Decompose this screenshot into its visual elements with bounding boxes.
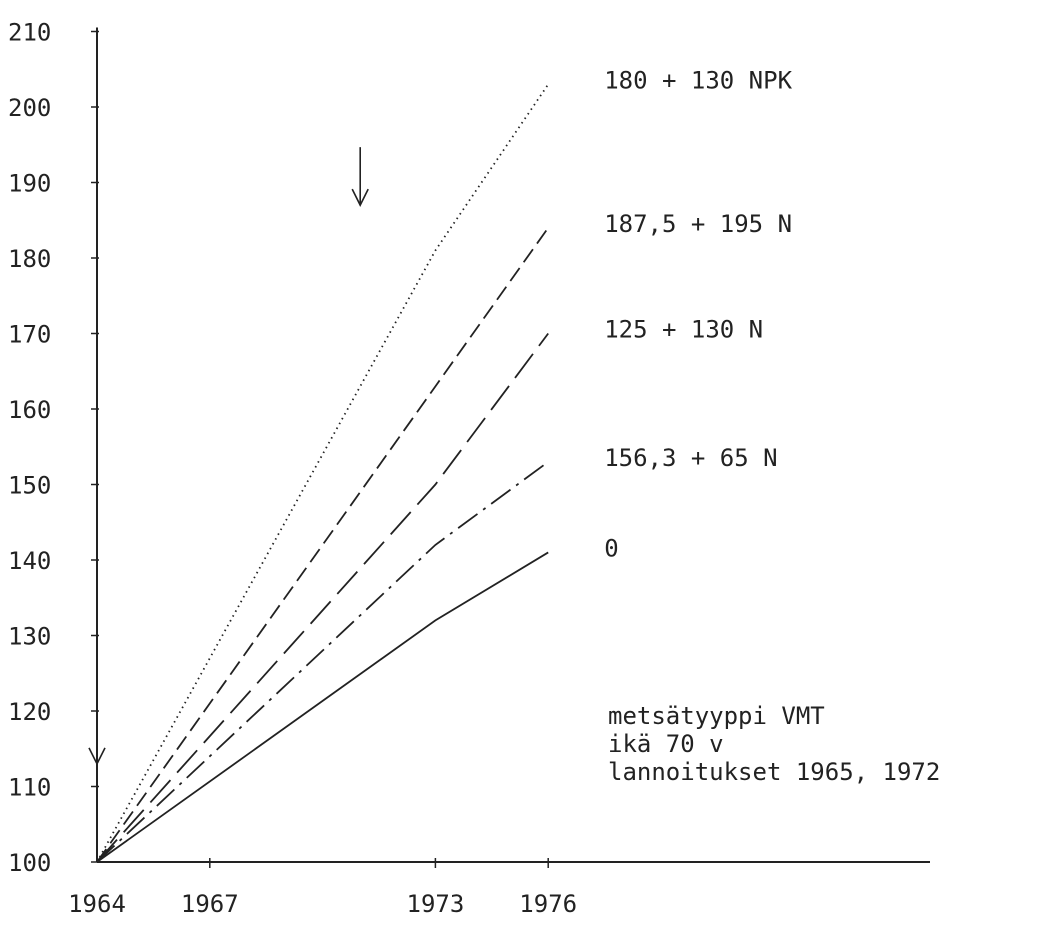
- axes: [96, 27, 930, 863]
- down-arrow-icon: [351, 147, 369, 207]
- fertilization-arrows: [88, 147, 369, 766]
- y-tick-label: 210: [8, 19, 51, 47]
- x-axis-ticks: 1964 1967 1973 1976: [68, 858, 577, 918]
- y-tick-label: 190: [8, 170, 51, 198]
- chart-note-line: lannoitukset 1965, 1972: [608, 758, 940, 786]
- series-label-3: 156,3 + 65 N: [604, 444, 777, 472]
- y-tick-label: 170: [8, 321, 51, 349]
- y-tick-label: 140: [8, 547, 51, 575]
- x-tick-label: 1964: [68, 890, 126, 918]
- series-line-1: [96, 227, 549, 863]
- y-tick-label: 110: [8, 774, 51, 802]
- series-line-3: [96, 461, 549, 863]
- y-tick-label: 150: [8, 472, 51, 500]
- series-label-2: 125 + 130 N: [604, 316, 763, 344]
- series-label-0: 180 + 130 NPK: [604, 66, 792, 94]
- y-tick-label: 130: [8, 623, 51, 651]
- series-line-0: [96, 83, 549, 863]
- chart-note: metsätyyppi VMT ikä 70 v lannoitukset 1965…: [608, 702, 940, 786]
- y-tick-label: 200: [8, 94, 51, 122]
- down-arrow-icon: [88, 705, 106, 766]
- series-lines: [96, 83, 549, 863]
- series-line-2: [96, 332, 549, 863]
- chart-note-line: metsätyyppi VMT: [608, 702, 825, 730]
- x-tick-label: 1967: [181, 890, 239, 918]
- y-axis-ticks: 100 110 120 130 140 150 160 170 180 190 200 210: [8, 19, 99, 877]
- x-tick-label: 1973: [407, 890, 465, 918]
- series-line-4: [96, 551, 549, 863]
- x-tick-label: 1976: [519, 890, 577, 918]
- y-tick-label: 100: [8, 849, 51, 877]
- y-tick-label: 120: [8, 698, 51, 726]
- y-tick-label: 180: [8, 245, 51, 273]
- chart-note-line: ikä 70 v: [608, 730, 724, 758]
- series-labels: 180 + 130 NPK 187,5 + 195 N 125 + 130 N 156…: [604, 66, 792, 562]
- y-tick-label: 160: [8, 396, 51, 424]
- series-label-4: 0: [604, 534, 618, 562]
- series-label-1: 187,5 + 195 N: [604, 210, 792, 238]
